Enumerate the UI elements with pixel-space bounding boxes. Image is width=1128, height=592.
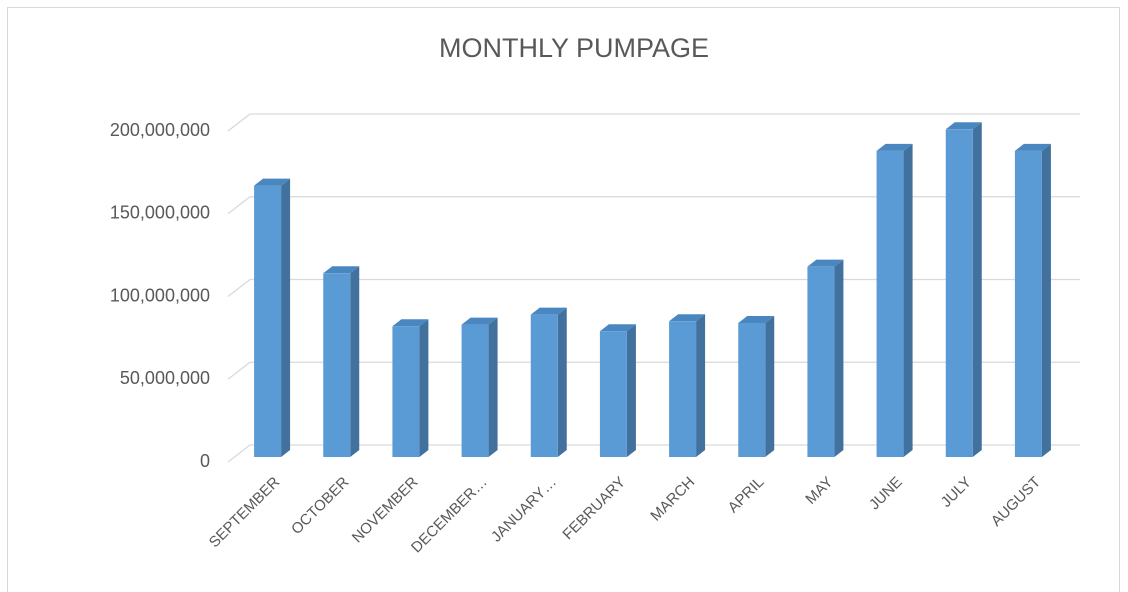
bar-top: [530, 307, 567, 315]
bar-side: [350, 266, 360, 457]
bar: [392, 326, 420, 457]
bar-side: [696, 314, 706, 457]
bar: [945, 129, 973, 457]
bar-side: [488, 317, 498, 457]
chart-frame: [7, 7, 1120, 592]
bar-top: [945, 122, 982, 130]
y-tick-label: 100,000,000: [110, 285, 210, 305]
y-tick-label: 0: [200, 451, 210, 471]
y-tick-label: 150,000,000: [110, 203, 210, 223]
grid-line: [227, 196, 1080, 215]
bar: [807, 266, 835, 457]
bar-top: [669, 314, 706, 322]
bar: [669, 321, 697, 457]
bar-top: [807, 259, 844, 267]
bar-side: [281, 178, 291, 457]
bar-side: [765, 315, 775, 457]
grid-line: [227, 278, 1080, 298]
bar-top: [392, 319, 429, 327]
bar: [461, 324, 489, 457]
bar-side: [1041, 143, 1051, 457]
bar-side: [972, 122, 982, 457]
grid-line: [227, 113, 1080, 132]
bar-top: [738, 315, 775, 323]
bar: [876, 150, 904, 457]
bar: [530, 314, 558, 457]
grid-line: [227, 444, 1080, 463]
bar-top: [323, 266, 360, 274]
bar-side: [557, 307, 567, 457]
y-tick-label: 200,000,000: [110, 120, 210, 140]
bar-top: [254, 178, 291, 186]
bar-side: [903, 143, 913, 457]
bar-top: [461, 317, 498, 325]
bar: [1014, 150, 1042, 457]
bar: [323, 273, 351, 457]
bar-side: [834, 259, 844, 457]
bar: [738, 322, 766, 457]
chart-title: MONTHLY PUMPAGE: [439, 33, 709, 63]
bar: [254, 185, 282, 457]
bar: [599, 331, 627, 457]
y-tick-label: 50,000,000: [120, 368, 210, 388]
bar-side: [626, 324, 636, 457]
bar-side: [419, 319, 429, 457]
bar-top: [876, 143, 913, 151]
bar-top: [599, 324, 636, 332]
bar-top: [1014, 143, 1051, 151]
grid-line: [227, 361, 1080, 380]
